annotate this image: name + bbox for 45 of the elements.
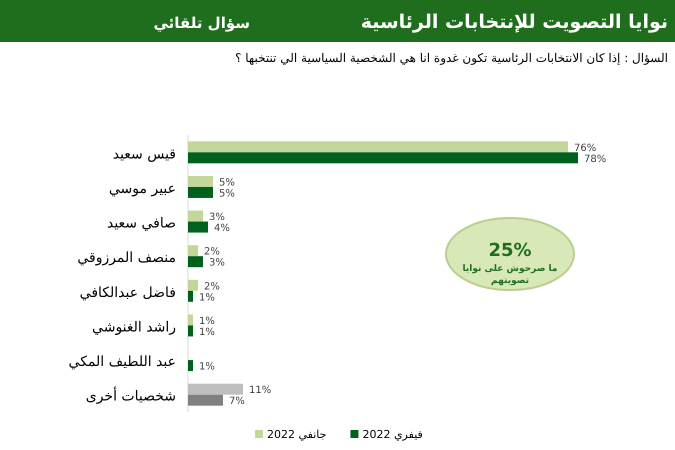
data-label: 4% bbox=[214, 223, 230, 234]
data-label: 2% bbox=[204, 281, 220, 292]
data-label: 1% bbox=[199, 292, 215, 304]
data-label: 2% bbox=[204, 246, 220, 258]
bar bbox=[188, 210, 203, 222]
bar bbox=[188, 314, 193, 326]
y-tick-label: فاضل عبدالكافي bbox=[80, 284, 176, 301]
bar bbox=[188, 256, 203, 268]
bar bbox=[188, 222, 208, 233]
y-tick-label: منصف المرزوقي bbox=[77, 250, 176, 266]
data-label: 11% bbox=[249, 385, 272, 396]
legend-label: فيفري 2022 bbox=[362, 428, 423, 441]
y-tick-label: شخصيات أخرى bbox=[86, 386, 176, 405]
y-tick-label: عبد اللطيف المكي bbox=[68, 354, 176, 370]
y-tick-label: راشد الغنوشي bbox=[92, 319, 176, 336]
bar bbox=[188, 360, 193, 372]
data-label: 5% bbox=[219, 177, 235, 188]
bar bbox=[188, 141, 568, 152]
data-label: 1% bbox=[199, 316, 215, 327]
bar bbox=[188, 325, 193, 336]
bar bbox=[188, 152, 578, 164]
data-label: 76% bbox=[574, 142, 596, 154]
chart-title: نوايا التصويت للإنتخابات الرئاسية bbox=[360, 11, 668, 33]
chart-subtitle: سؤال تلقائي bbox=[153, 14, 250, 32]
legend-label: جانفي 2022 bbox=[267, 428, 326, 441]
bar bbox=[188, 280, 198, 291]
y-tick-label: صافي سعيد bbox=[106, 216, 176, 232]
y-tick-label: قيس سعيد bbox=[112, 146, 176, 162]
bar bbox=[188, 176, 213, 187]
data-label: 1% bbox=[199, 362, 215, 373]
data-label: 3% bbox=[209, 258, 225, 269]
bar bbox=[188, 394, 223, 406]
y-tick-label: عبير موسي bbox=[108, 180, 176, 197]
data-label: 5% bbox=[219, 188, 235, 200]
bar bbox=[188, 186, 213, 198]
data-label: 78% bbox=[584, 154, 606, 165]
annotation: 25% bbox=[488, 240, 532, 261]
bar bbox=[188, 384, 243, 395]
bar bbox=[188, 290, 193, 302]
data-label: 7% bbox=[229, 396, 245, 408]
data-label: 1% bbox=[199, 326, 215, 338]
bar bbox=[188, 245, 198, 256]
text: السؤال : إذا كان الانتخابات الرئاسية تكون غدوة انا هي الشخصية السياسية الي تنتخبها ؟ bbox=[235, 51, 668, 65]
data-label: 3% bbox=[209, 212, 225, 224]
annotation: ما صرحوش على نوايا تصويتهم bbox=[462, 264, 558, 286]
